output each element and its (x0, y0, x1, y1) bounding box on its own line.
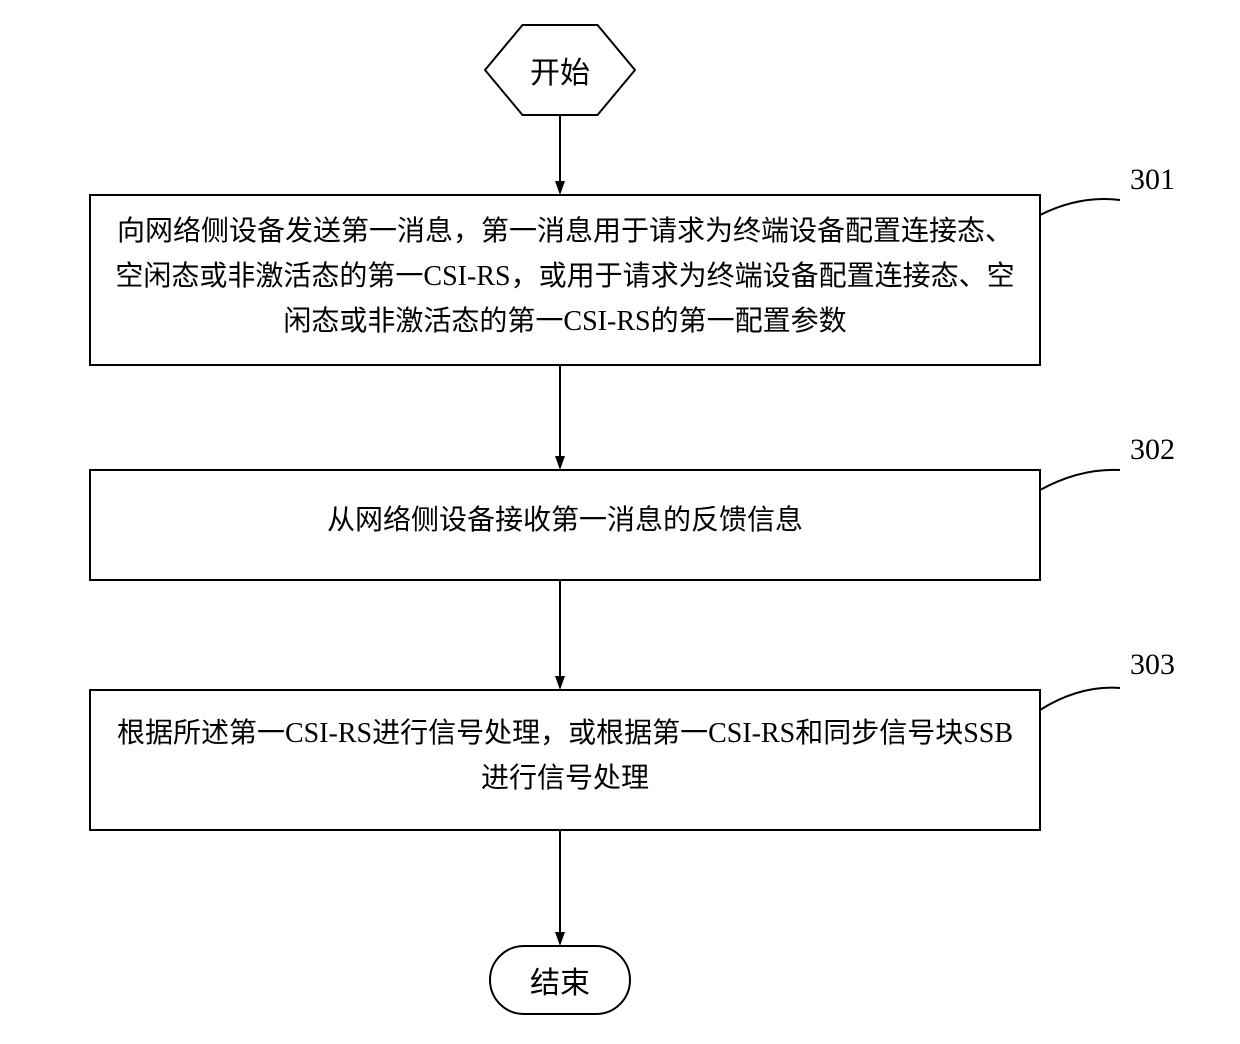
ref-302: 302 (1130, 433, 1230, 467)
step-301-text: 向网络侧设备发送第一消息，第一消息用于请求为终端设备配置连接态、空闲态或非激活态… (65, 210, 1065, 358)
flowchart-svg: 开始向网络侧设备发送第一消息，第一消息用于请求为终端设备配置连接态、空闲态或非激… (0, 0, 1240, 1044)
ref-301: 301 (1130, 163, 1230, 197)
flowchart-canvas: 开始向网络侧设备发送第一消息，第一消息用于请求为终端设备配置连接态、空闲态或非激… (0, 0, 1240, 1044)
step-303-text: 根据所述第一CSI-RS进行信号处理，或根据第一CSI-RS和同步信号块SSB进… (65, 712, 1065, 816)
ref-303: 303 (1130, 648, 1230, 682)
step-302-text: 从网络侧设备接收第一消息的反馈信息 (65, 499, 1065, 559)
